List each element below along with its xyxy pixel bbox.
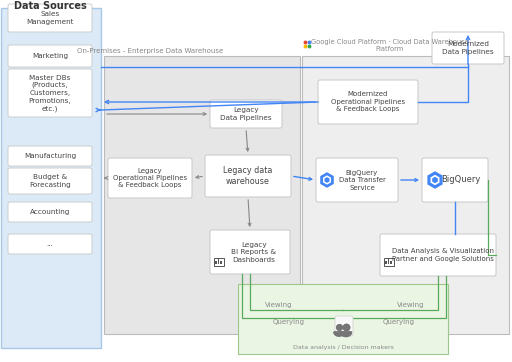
FancyBboxPatch shape (8, 234, 92, 254)
Text: Google Cloud Platform · Cloud Data Warehouse: Google Cloud Platform · Cloud Data Wareh… (311, 39, 469, 45)
FancyBboxPatch shape (380, 234, 496, 276)
FancyBboxPatch shape (210, 230, 290, 274)
Polygon shape (321, 173, 333, 187)
Text: Marketing: Marketing (32, 53, 68, 59)
Bar (214, 257, 224, 265)
Bar (220, 261, 222, 264)
Bar (384, 257, 394, 265)
Bar (385, 261, 387, 264)
Text: Viewing: Viewing (265, 302, 292, 308)
Text: Sales
Management: Sales Management (26, 11, 74, 25)
Text: Legacy data
warehouse: Legacy data warehouse (223, 166, 273, 186)
Polygon shape (334, 332, 344, 336)
Text: Data analysis / Decision makers: Data analysis / Decision makers (292, 345, 393, 350)
FancyBboxPatch shape (335, 316, 353, 336)
Text: Querying: Querying (382, 319, 415, 325)
Text: Accounting: Accounting (30, 209, 70, 215)
FancyBboxPatch shape (8, 45, 92, 67)
FancyBboxPatch shape (8, 4, 92, 32)
Polygon shape (340, 332, 352, 337)
Text: Budget &
Forecasting: Budget & Forecasting (29, 174, 71, 188)
Text: Viewing: Viewing (397, 302, 424, 308)
FancyBboxPatch shape (8, 168, 92, 194)
Polygon shape (433, 178, 437, 182)
Text: Data Analysis & Visualization
Partner and Google Solutions: Data Analysis & Visualization Partner an… (392, 248, 494, 262)
FancyBboxPatch shape (316, 158, 398, 202)
Text: Platform: Platform (376, 46, 404, 52)
FancyBboxPatch shape (8, 202, 92, 222)
Text: BigQuery
Data Transfer
Service: BigQuery Data Transfer Service (338, 169, 386, 190)
Text: On-Premises - Enterprise Data Warehouse: On-Premises - Enterprise Data Warehouse (77, 48, 223, 54)
Polygon shape (325, 178, 329, 182)
Text: Master DBs
(Products,
Customers,
Promotions,
etc.): Master DBs (Products, Customers, Promoti… (29, 75, 71, 111)
Bar (215, 261, 217, 264)
Text: Modernized
Operational Pipelines
& Feedback Loops: Modernized Operational Pipelines & Feedb… (331, 92, 405, 113)
Polygon shape (334, 332, 344, 336)
Bar (104, 56, 300, 334)
Text: ...: ... (47, 241, 53, 247)
Polygon shape (340, 332, 352, 337)
Text: Legacy
BI Reports &
Dashboards: Legacy BI Reports & Dashboards (231, 241, 276, 262)
FancyBboxPatch shape (8, 146, 92, 166)
Bar (388, 259, 389, 264)
FancyBboxPatch shape (422, 158, 488, 202)
Text: Querying: Querying (272, 319, 305, 325)
Polygon shape (428, 172, 442, 188)
FancyBboxPatch shape (108, 158, 192, 198)
Bar (218, 259, 219, 264)
Polygon shape (431, 176, 439, 184)
Text: Manufacturing: Manufacturing (24, 153, 76, 159)
Text: Legacy
Data Pipelines: Legacy Data Pipelines (220, 107, 272, 121)
Text: Legacy
Operational Pipelines
& Feedback Loops: Legacy Operational Pipelines & Feedback … (113, 168, 187, 189)
FancyBboxPatch shape (210, 100, 282, 128)
FancyBboxPatch shape (432, 32, 504, 64)
Bar (302, 56, 509, 334)
Polygon shape (324, 176, 330, 184)
FancyBboxPatch shape (205, 155, 291, 197)
Bar (1, 8, 101, 348)
Text: BigQuery: BigQuery (441, 176, 481, 185)
FancyBboxPatch shape (318, 80, 418, 124)
Text: Modernized
Data Pipelines: Modernized Data Pipelines (442, 41, 494, 55)
Text: Data Sources: Data Sources (14, 1, 87, 11)
Bar (238, 284, 448, 354)
FancyBboxPatch shape (8, 69, 92, 117)
Bar (390, 261, 392, 264)
